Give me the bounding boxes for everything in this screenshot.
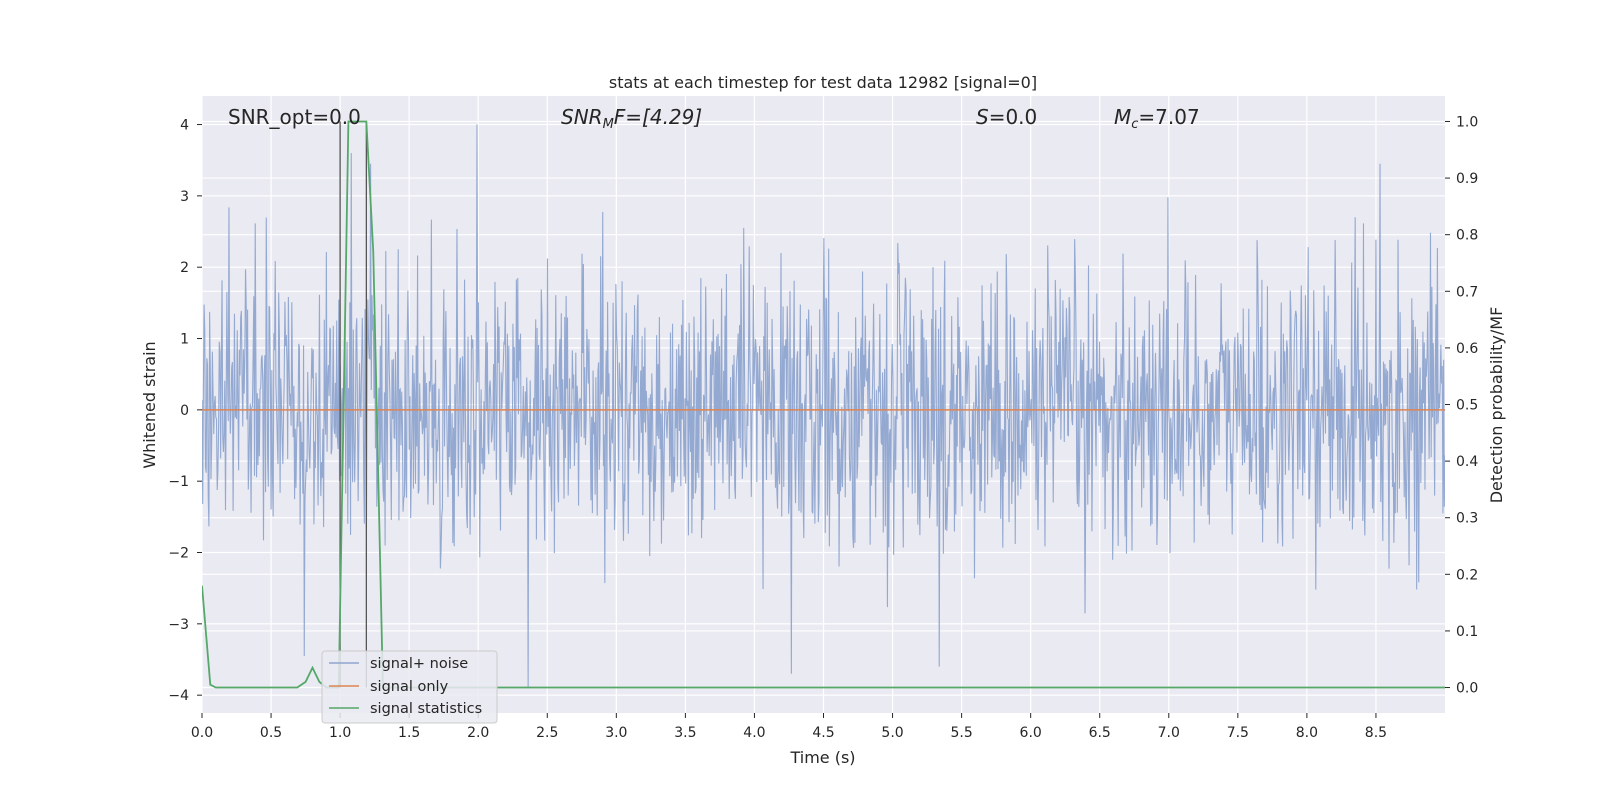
annotation-s: S=0.0 bbox=[976, 105, 1037, 129]
y-axis-label-right: Detection probability/MF bbox=[1487, 307, 1506, 504]
x-tick-label: 5.5 bbox=[950, 725, 972, 741]
x-tick-label: 7.0 bbox=[1158, 725, 1180, 741]
x-tick-label: 7.5 bbox=[1227, 725, 1249, 741]
x-tick-label: 4.5 bbox=[812, 725, 834, 741]
y-tick-label-right: 0.0 bbox=[1456, 681, 1478, 697]
y-tick-label-right: 0.4 bbox=[1456, 454, 1478, 470]
y-tick-label-left: 0 bbox=[180, 403, 189, 419]
x-tick-label: 1.0 bbox=[329, 725, 351, 741]
y-ticks-right: 1.0 0.9 0.8 0.7 0.6 0.5 0.4 0.3 0.2 0.1 0.0 bbox=[1445, 114, 1478, 697]
annotation-snr-mf: SNRMF=[4.29] bbox=[561, 105, 702, 132]
legend: signal+ noise signal only signal statist… bbox=[321, 650, 498, 724]
series-signal-noise bbox=[202, 124, 1445, 689]
y-tick-label-right: 0.6 bbox=[1456, 341, 1478, 357]
y-tick-label-right: 0.3 bbox=[1456, 511, 1478, 527]
y-tick-label-left: −2 bbox=[168, 546, 189, 562]
x-tick-label: 4.0 bbox=[743, 725, 765, 741]
y-tick-label-left: −4 bbox=[168, 688, 189, 704]
y-axis-label-left: Whitened strain bbox=[140, 341, 159, 468]
series-line-signal-statistics bbox=[202, 120, 1445, 689]
y-tick-label-right: 0.8 bbox=[1456, 228, 1478, 244]
x-tick-label: 1.5 bbox=[398, 725, 420, 741]
x-ticks: 0.0 0.5 1.0 1.5 2.0 2.5 3.0 3.5 4.0 4.5 5.0 5.5 6.0 6… bbox=[191, 713, 1387, 741]
x-axis-label: Time (s) bbox=[789, 748, 855, 767]
x-tick-label: 6.0 bbox=[1020, 725, 1042, 741]
x-tick-label: 0.0 bbox=[191, 725, 213, 741]
legend-box bbox=[321, 650, 498, 724]
x-tick-label: 3.5 bbox=[674, 725, 696, 741]
y-tick-label-right: 0.2 bbox=[1456, 567, 1478, 583]
y-tick-label-left: 1 bbox=[180, 332, 189, 348]
x-tick-label: 2.0 bbox=[467, 725, 489, 741]
legend-entry-signal-only: signal only bbox=[370, 679, 449, 695]
series-line-signal-noise bbox=[202, 124, 1445, 689]
legend-entry-signal-statistics: signal statistics bbox=[370, 701, 482, 717]
series-signal-statistics bbox=[202, 120, 1445, 689]
y-tick-label-right: 0.9 bbox=[1456, 171, 1478, 187]
x-tick-label: 3.0 bbox=[605, 725, 627, 741]
y-ticks-left: 4 3 2 1 0 −1 −2 −3 −4 bbox=[168, 118, 202, 704]
y-tick-label-left: 2 bbox=[180, 260, 189, 276]
x-tick-label: 2.5 bbox=[536, 725, 558, 741]
legend-entry-signal-noise: signal+ noise bbox=[370, 656, 468, 672]
annotation-mc: Mc=7.07 bbox=[1114, 105, 1200, 132]
y-tick-label-left: 3 bbox=[180, 189, 189, 205]
y-tick-label-right: 1.0 bbox=[1456, 114, 1478, 130]
chart-title: stats at each timestep for test data 129… bbox=[609, 73, 1037, 92]
x-tick-label: 6.5 bbox=[1089, 725, 1111, 741]
annotation-snr-opt: SNR_opt=0.0 bbox=[228, 105, 361, 129]
x-tick-label: 5.0 bbox=[881, 725, 903, 741]
y-tick-label-left: −1 bbox=[168, 474, 189, 490]
x-tick-label: 8.0 bbox=[1296, 725, 1318, 741]
y-tick-label-right: 0.5 bbox=[1456, 398, 1478, 414]
x-tick-label: 0.5 bbox=[260, 725, 282, 741]
y-tick-label-left: 4 bbox=[180, 118, 189, 134]
y-tick-label-right: 0.1 bbox=[1456, 624, 1478, 640]
x-tick-label: 8.5 bbox=[1365, 725, 1387, 741]
y-tick-label-right: 0.7 bbox=[1456, 284, 1478, 300]
y-tick-label-left: −3 bbox=[168, 617, 189, 633]
